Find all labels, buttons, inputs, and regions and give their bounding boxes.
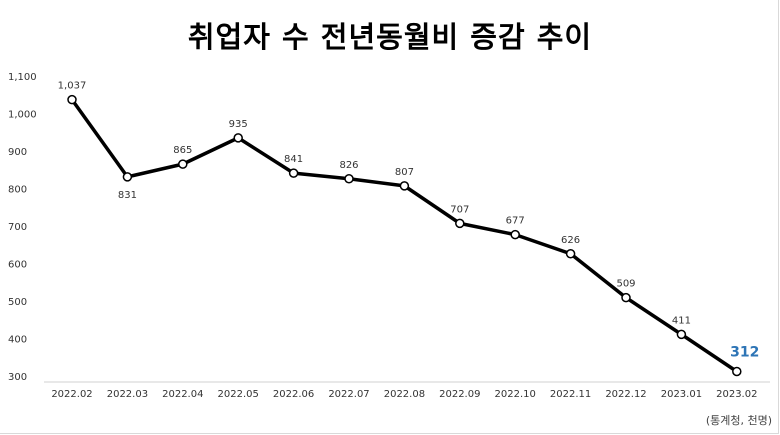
- data-label: 831: [118, 190, 137, 201]
- y-tick-label: 1,100: [8, 72, 37, 83]
- data-label: 841: [284, 154, 303, 165]
- y-tick-label: 300: [8, 372, 27, 383]
- data-label-highlight: 312: [730, 345, 759, 361]
- data-point: [510, 229, 520, 240]
- data-point: [399, 181, 410, 191]
- y-tick-label: 900: [8, 147, 27, 158]
- x-tick-label: 2022.12: [605, 389, 646, 400]
- data-point: [732, 366, 742, 377]
- data-point: [455, 218, 465, 229]
- data-label: 707: [450, 204, 469, 215]
- x-tick-label: 2022.03: [107, 389, 148, 400]
- x-tick-label: 2022.05: [218, 389, 259, 400]
- data-point: [67, 94, 77, 105]
- x-tick-label: 2023.02: [716, 389, 757, 400]
- x-tick-label: 2022.11: [550, 389, 591, 400]
- x-tick-label: 2022.06: [273, 389, 314, 400]
- data-point: [122, 172, 133, 182]
- y-tick-label: 500: [8, 297, 27, 308]
- data-label: 807: [395, 167, 414, 178]
- data-label: 826: [339, 160, 358, 171]
- y-tick-label: 600: [8, 260, 27, 271]
- data-label: 411: [672, 315, 691, 326]
- x-tick-label: 2023.01: [661, 389, 702, 400]
- y-tick-label: 700: [8, 222, 27, 233]
- source-note: (통계청, 천명): [705, 414, 772, 427]
- series-line: [70, 98, 738, 373]
- x-tick-label: 2022.07: [328, 389, 369, 400]
- data-label: 677: [506, 216, 525, 227]
- data-label: 626: [561, 235, 580, 246]
- x-tick-label: 2022.10: [495, 389, 536, 400]
- data-point: [676, 329, 687, 340]
- data-point: [178, 159, 188, 169]
- data-label: 865: [173, 145, 192, 156]
- y-tick-label: 1,000: [8, 110, 37, 121]
- data-point: [565, 249, 576, 259]
- x-tick-label: 2022.02: [51, 389, 92, 400]
- y-tick-label: 800: [8, 185, 27, 196]
- data-point: [344, 174, 354, 184]
- data-label: 509: [616, 279, 635, 290]
- data-label: 935: [229, 119, 248, 130]
- x-tick-label: 2022.08: [384, 389, 425, 400]
- data-point: [621, 292, 631, 303]
- x-tick-label: 2022.09: [439, 389, 480, 400]
- data-point: [233, 133, 243, 143]
- x-tick-label: 2022.04: [162, 389, 203, 400]
- chart-title: 취업자 수 전년동월비 증감 추이: [187, 20, 593, 54]
- y-tick-label: 400: [8, 335, 27, 346]
- data-point: [288, 168, 299, 178]
- data-label: 1,037: [58, 81, 87, 92]
